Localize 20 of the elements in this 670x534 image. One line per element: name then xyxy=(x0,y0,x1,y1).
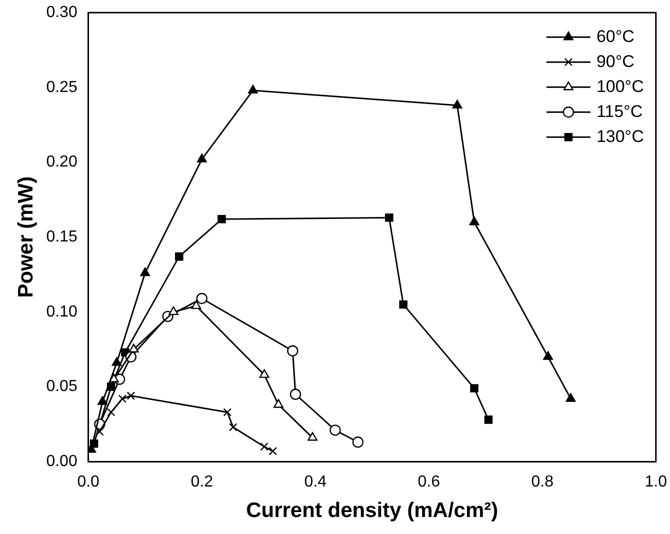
y-axis-title: Power (mW) xyxy=(14,176,38,298)
y-tick-label: 0.30 xyxy=(46,4,78,22)
x-tick-label: 0.8 xyxy=(531,474,554,491)
legend-label: 60°C xyxy=(596,26,634,46)
y-tick-label: 0.10 xyxy=(46,303,78,320)
y-tick-label: 0.25 xyxy=(46,78,78,96)
x-tick-label: 1.0 xyxy=(644,474,668,491)
x-tick-label: 0.6 xyxy=(418,474,440,491)
y-tick-label: 0.20 xyxy=(46,154,78,171)
legend-label: 100°C xyxy=(596,76,644,96)
x-axis-title: Current density (mA/cm²) xyxy=(246,499,498,522)
legend-label: 130°C xyxy=(596,126,644,146)
legend-label: 115°C xyxy=(596,102,643,121)
y-tick-label: 0.15 xyxy=(46,228,78,246)
x-tick-label: 0.4 xyxy=(304,474,327,491)
x-tick-label: 0.0 xyxy=(77,474,100,491)
legend-label: 90°C xyxy=(596,52,634,71)
y-tick-label: 0.00 xyxy=(46,453,78,470)
x-tick-label: 0.2 xyxy=(190,474,214,491)
y-tick-label: 0.05 xyxy=(46,378,78,396)
